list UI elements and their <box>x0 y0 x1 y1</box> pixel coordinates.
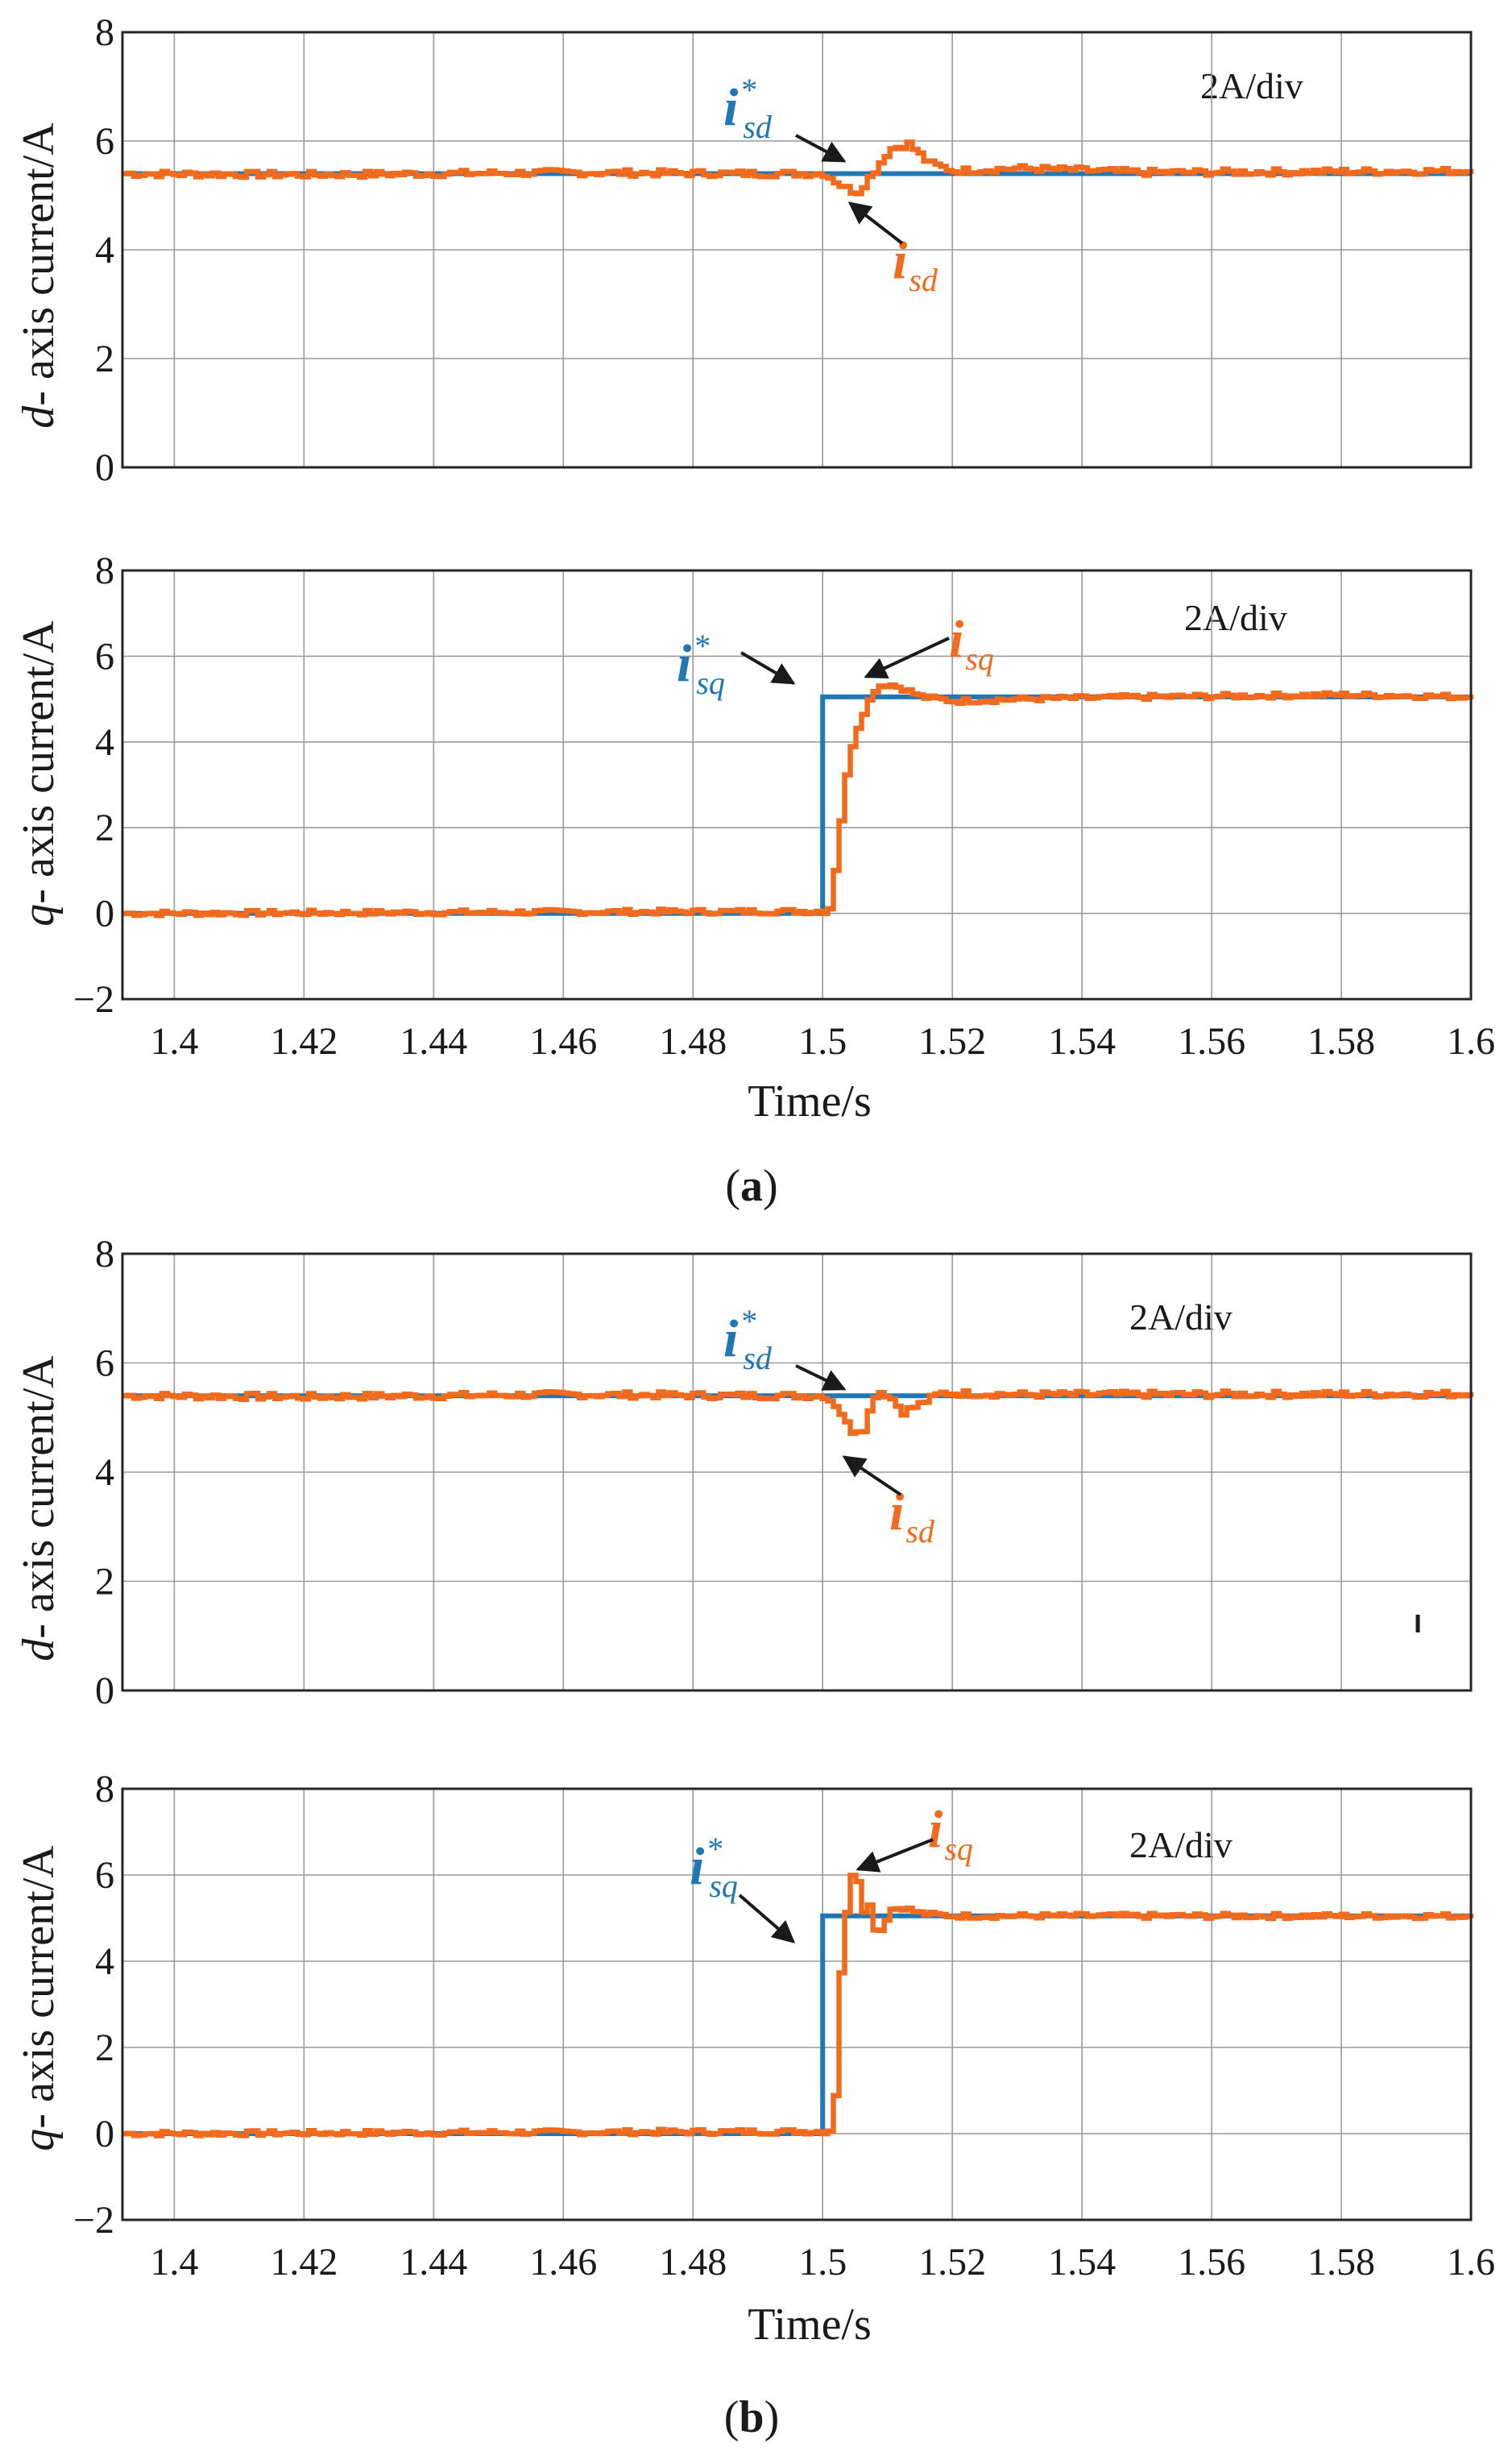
x-tick-label: 1.46 <box>529 2241 597 2284</box>
y-tick-label: 4 <box>95 721 114 764</box>
annotation-reference-arrow <box>795 134 847 163</box>
chart-b-q-axis-current: q- axis current/A 2A/div Time/s −2 0 2 4 6 8 1… <box>14 1768 1495 2350</box>
x-tick-label: 1.56 <box>1178 2241 1245 2284</box>
annotation-reference-arrow <box>738 1894 796 1943</box>
y-tick-label: 0 <box>95 446 114 489</box>
y-tick-label: −2 <box>73 2199 114 2242</box>
y-tick-label: 2 <box>95 2026 114 2069</box>
chart-a-q-axis-current: q- axis current/A 2A/div Time/s −2 0 2 4 6 8 1… <box>14 550 1495 1126</box>
y-tick-label: 8 <box>95 1768 114 1811</box>
annotation-reference-label: i* sq <box>690 1831 738 1904</box>
plot-frame <box>121 1787 1473 2221</box>
y-tick-label: 4 <box>95 229 114 272</box>
series-line-measured <box>122 1873 1474 2138</box>
scale-label: 2A/div <box>1129 1824 1233 1865</box>
y-axis-label: d- axis current/A <box>14 122 64 429</box>
y-tick-label: 6 <box>95 635 114 678</box>
y-tick-label: 6 <box>95 120 114 163</box>
x-tick-label: 1.52 <box>918 2241 986 2284</box>
annotation-reference-label: i* sd <box>723 1303 773 1376</box>
annotation-measured-label: isd <box>893 231 938 298</box>
x-tick-label: 1.42 <box>270 2241 338 2284</box>
y-tick-label: 0 <box>95 2113 114 2155</box>
annotation-reference-arrow <box>795 1364 847 1391</box>
annotation-reference-label: i* sq <box>677 628 725 701</box>
y-tick-label: 0 <box>95 893 114 935</box>
x-tick-label: 1.54 <box>1048 1020 1116 1063</box>
annotation-measured-arrow <box>842 1455 902 1496</box>
x-tick-label: 1.44 <box>400 1020 467 1063</box>
annotation-reference-label: i* sd <box>723 72 773 145</box>
x-axis-label: Time/s <box>748 2300 872 2350</box>
annotation-reference-arrow <box>740 651 796 685</box>
x-tick-label: 1.6 <box>1447 2241 1495 2284</box>
annotation-measured-label: isq <box>949 610 994 677</box>
y-axis-label: d- axis current/A <box>14 1355 64 1661</box>
plot-frame <box>121 31 1473 469</box>
y-tick-label: 4 <box>95 1940 114 1983</box>
caption-b: (b) <box>724 2392 779 2442</box>
x-tick-label: 1.6 <box>1447 1020 1495 1063</box>
scale-label: 2A/div <box>1184 597 1287 638</box>
plot-frame <box>121 569 1473 1001</box>
annotation-measured-arrow <box>847 201 904 245</box>
x-tick-label: 1.48 <box>659 1020 727 1063</box>
y-tick-label: 6 <box>95 1342 114 1385</box>
y-tick-label: 6 <box>95 1854 114 1897</box>
x-tick-label: 1.46 <box>529 1020 597 1063</box>
x-tick-label: 1.54 <box>1048 2241 1116 2284</box>
scale-label: 2A/div <box>1129 1296 1233 1338</box>
y-tick-label: −2 <box>73 978 114 1021</box>
x-tick-label: 1.4 <box>150 1020 198 1063</box>
annotation-measured-label: isd <box>889 1483 935 1549</box>
x-tick-label: 1.58 <box>1307 2241 1375 2284</box>
chart-b-d-axis-current: d- axis current/A 2A/div 0 2 4 6 8 i* sd isd <box>14 1233 1474 1712</box>
scale-label: 2A/div <box>1200 65 1303 106</box>
y-tick-label: 2 <box>95 807 114 849</box>
annotation-measured-arrow <box>856 1838 934 1873</box>
x-tick-label: 1.42 <box>270 1020 338 1063</box>
y-tick-label: 4 <box>95 1451 114 1494</box>
x-tick-label: 1.4 <box>150 2241 198 2284</box>
chart-a-d-axis-current: d- axis current/A 2A/div 0 2 4 6 8 i* sd isd <box>14 11 1474 489</box>
y-axis-label: q- axis current/A <box>14 1845 64 2151</box>
caption-a: (a) <box>725 1161 777 1211</box>
caption-b-letter: b <box>739 2392 764 2442</box>
plot-frame <box>121 1252 1473 1692</box>
x-tick-label: 1.5 <box>798 1020 847 1063</box>
caption-a-letter: a <box>740 1161 763 1211</box>
x-tick-label: 1.44 <box>400 2241 467 2284</box>
x-axis-label: Time/s <box>748 1076 872 1126</box>
y-tick-label: 2 <box>95 1561 114 1603</box>
series-line-measured <box>122 1388 1474 1436</box>
x-tick-label: 1.48 <box>659 2241 727 2284</box>
series-line-measured <box>122 682 1474 919</box>
series-line-measured <box>122 139 1474 197</box>
y-tick-label: 8 <box>95 550 114 592</box>
annotation-measured-label: isq <box>928 1800 973 1867</box>
annotation-measured-arrow <box>864 637 950 679</box>
y-tick-label: 8 <box>95 11 114 54</box>
y-tick-label: 8 <box>95 1233 114 1276</box>
x-tick-label: 1.5 <box>798 2241 847 2284</box>
x-tick-label: 1.56 <box>1178 1020 1245 1063</box>
x-tick-label: 1.52 <box>918 1020 986 1063</box>
x-tick-label: 1.58 <box>1307 1020 1375 1063</box>
y-axis-label: q- axis current/A <box>14 620 64 927</box>
y-tick-label: 0 <box>95 1670 114 1712</box>
y-tick-label: 2 <box>95 338 114 380</box>
